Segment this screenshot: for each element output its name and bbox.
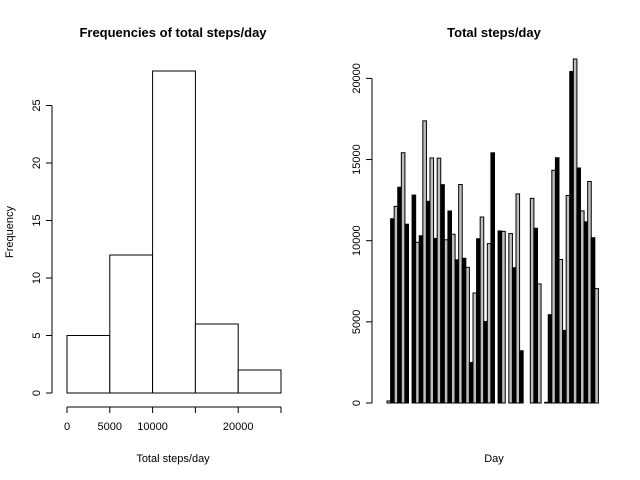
histogram-panel: Frequencies of total steps/day 0 5000 1000… xyxy=(4,25,282,465)
day-bar xyxy=(511,267,517,404)
x-tick-label: 5000 xyxy=(98,421,122,433)
day-bar xyxy=(580,210,585,404)
day-bar xyxy=(472,292,478,404)
histogram-bar xyxy=(109,254,154,394)
day-bar xyxy=(533,227,539,404)
day-bar xyxy=(576,167,582,404)
day-bar xyxy=(461,257,467,404)
histogram-bars xyxy=(66,70,282,394)
day-bar xyxy=(440,184,445,404)
histogram-y-axis: 0 5 10 15 20 25 xyxy=(31,99,53,396)
day-bar xyxy=(547,314,553,404)
day-bar xyxy=(425,200,431,404)
y-tick-label: 10 xyxy=(31,272,43,284)
day-bar xyxy=(393,205,399,404)
day-bar xyxy=(587,181,592,404)
y-tick-label: 5000 xyxy=(351,310,363,334)
day-bar xyxy=(537,283,542,404)
daily-steps-title: Total steps/day xyxy=(447,25,541,40)
day-bar xyxy=(565,194,571,404)
day-bar xyxy=(436,157,442,404)
y-tick-label: 15000 xyxy=(351,144,363,175)
day-bar xyxy=(497,230,503,404)
histogram-bar xyxy=(194,323,239,394)
histogram-bar xyxy=(66,335,111,394)
y-tick-label: 20 xyxy=(31,157,43,169)
day-bar xyxy=(458,184,463,404)
day-bar xyxy=(397,186,402,404)
y-tick-label: 15 xyxy=(31,214,43,226)
day-bar xyxy=(400,152,406,404)
day-bar xyxy=(386,400,392,404)
day-bar xyxy=(551,169,556,404)
day-bar xyxy=(429,157,435,404)
histogram-x-label: Total steps/day xyxy=(136,453,210,465)
day-bar xyxy=(422,120,427,404)
y-tick-label: 25 xyxy=(31,99,43,111)
daily-steps-panel: Total steps/day 0 5000 10000 15000 20000 Day xyxy=(351,25,599,465)
day-bar xyxy=(569,70,574,404)
day-bar xyxy=(572,58,578,404)
daily-steps-y-axis: 0 5000 10000 15000 20000 xyxy=(351,63,373,406)
day-bar xyxy=(490,152,495,404)
histogram-title: Frequencies of total steps/day xyxy=(79,25,267,40)
day-bar xyxy=(451,233,456,404)
day-bar xyxy=(468,362,474,404)
day-bar xyxy=(454,259,460,404)
y-tick-label: 0 xyxy=(351,400,363,406)
day-bar xyxy=(501,230,506,404)
histogram-bar xyxy=(237,369,282,394)
day-bar xyxy=(558,259,564,404)
day-bar xyxy=(433,237,438,404)
y-tick-label: 0 xyxy=(31,390,43,396)
day-bar xyxy=(465,266,470,404)
day-bar xyxy=(443,239,449,404)
day-bar xyxy=(390,218,395,404)
day-bar xyxy=(515,193,521,404)
day-bar xyxy=(415,241,420,404)
day-bar xyxy=(508,233,513,404)
day-bar xyxy=(483,321,488,404)
day-bar xyxy=(594,288,599,404)
day-bar xyxy=(447,210,452,404)
daily-steps-bars xyxy=(386,58,599,404)
x-tick-label: 10000 xyxy=(137,421,168,433)
day-bar xyxy=(590,237,596,404)
histogram-x-axis: 0 5000 10000 20000 xyxy=(64,406,282,433)
histogram-y-label: Frequency xyxy=(4,206,16,258)
day-bar xyxy=(562,329,567,404)
day-bar xyxy=(418,235,424,404)
daily-steps-x-label: Day xyxy=(484,453,504,465)
y-tick-label: 10000 xyxy=(351,225,363,256)
day-bar xyxy=(554,157,560,404)
x-tick-label: 20000 xyxy=(223,421,254,433)
day-bar xyxy=(411,194,417,404)
day-bar xyxy=(479,216,485,404)
histogram-bar xyxy=(152,70,196,394)
day-bar xyxy=(544,401,549,404)
day-bar xyxy=(486,243,492,404)
y-tick-label: 5 xyxy=(31,332,43,338)
day-bar xyxy=(476,238,481,404)
day-bar xyxy=(519,350,524,404)
day-bar xyxy=(404,223,409,404)
x-tick-label: 0 xyxy=(64,421,70,433)
day-bar xyxy=(529,197,535,404)
day-bar xyxy=(583,221,589,404)
y-tick-label: 20000 xyxy=(351,63,363,94)
